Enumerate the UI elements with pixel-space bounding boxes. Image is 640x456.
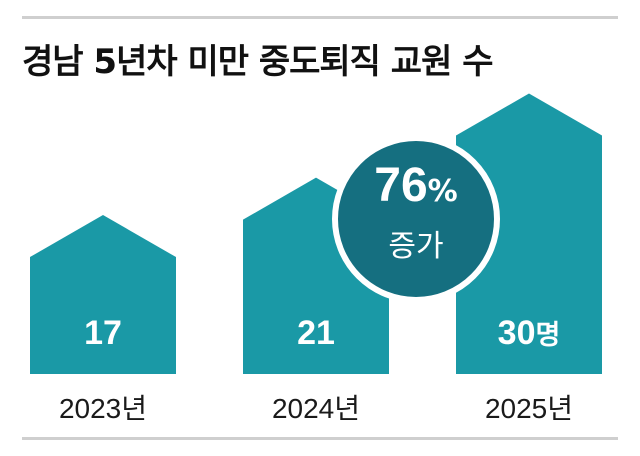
badge-circle	[332, 135, 500, 303]
bar-value-label-3: 30명	[498, 314, 561, 352]
bar-value-number: 21	[297, 314, 335, 352]
chart-title: 경남 5년차 미만 중도퇴직 교원 수	[22, 42, 493, 82]
bar-value-label-1: 17	[84, 314, 122, 352]
bar-value-number: 17	[84, 314, 122, 352]
bottom-rule	[22, 437, 618, 440]
badge-percent-sign: %	[428, 174, 458, 209]
badge-label: 증가	[388, 229, 443, 264]
x-tick-label-3: 2025년	[485, 393, 573, 424]
badge-percent-number: 76	[374, 159, 427, 212]
bars-layer: 17 2023년 21 2024년 30명 2025년	[30, 93, 602, 424]
bar-value-number: 30	[498, 314, 536, 352]
bar-value-label-2: 21	[297, 314, 335, 352]
badge-percent: 76%	[374, 159, 457, 212]
x-tick-label-1: 2023년	[59, 393, 147, 424]
increase-badge: 76% 증가	[332, 135, 500, 303]
x-tick-label-2: 2024년	[272, 393, 360, 424]
bar-1	[30, 215, 176, 374]
bar-value-unit: 명	[535, 320, 560, 351]
top-rule	[22, 16, 618, 19]
bar-3	[456, 93, 602, 374]
